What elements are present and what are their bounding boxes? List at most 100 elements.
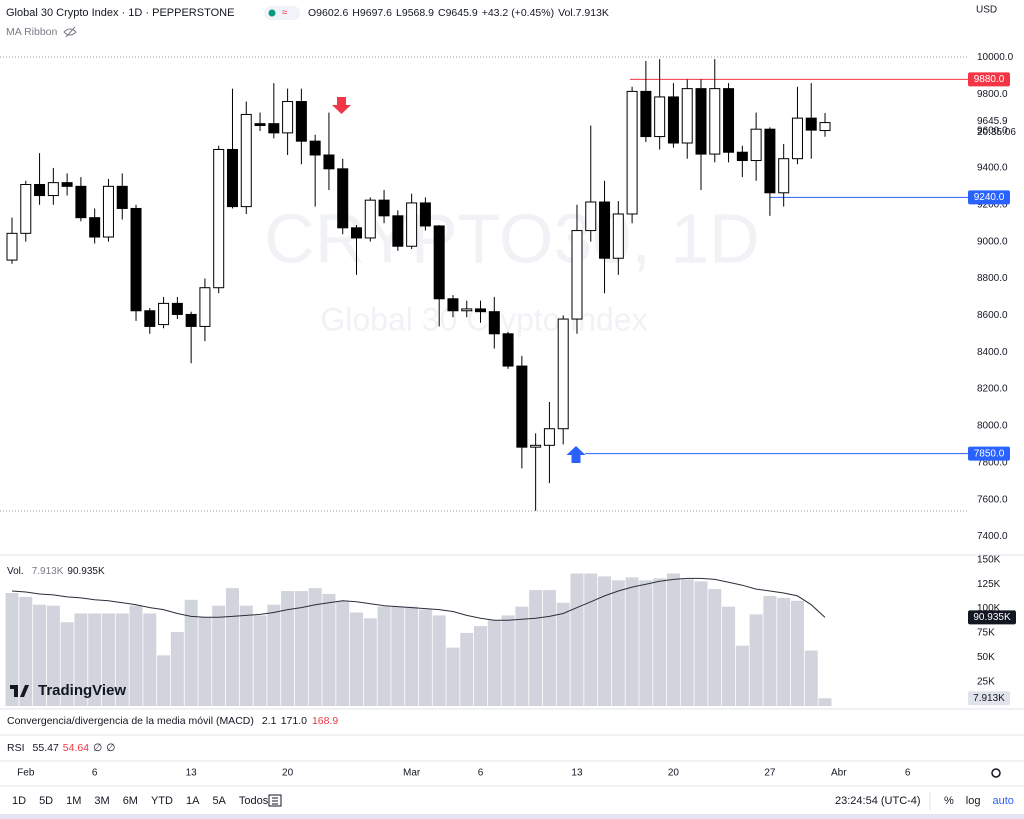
candle-body [599,201,611,259]
volume-bar [253,615,267,706]
period-button[interactable]: 1A [186,795,200,807]
macd-title: Convergencia/divergencia de la media móv… [7,715,254,727]
volume-ma-tag-label: 90.935K [973,612,1011,623]
period-button[interactable]: 1M [66,795,81,807]
macd-value: 2.1 [262,715,277,727]
x-tick-label: 6 [478,768,484,779]
up-arrow [566,446,586,463]
candle-body [89,217,101,238]
volume-bar [446,647,460,706]
volume-bar [74,613,88,706]
visibility-icon[interactable] [63,26,77,38]
volume-bar [377,606,391,706]
candle-body [185,313,197,327]
volume-bar [570,573,584,706]
volume-bar [763,595,777,706]
volume-bar [157,655,171,706]
y-tick-label: 8000.0 [977,421,1008,432]
rsi-value: 55.47 [33,742,59,754]
y-tick-label: 9000.0 [977,236,1008,247]
compare-icon[interactable] [268,794,282,807]
candle-body [681,88,693,144]
price-tag [968,190,1010,205]
macd-legend: Convergencia/divergencia de la media móv… [7,715,338,727]
candle-body [461,308,473,312]
period-button[interactable]: YTD [151,795,173,807]
volume-bar [777,597,791,706]
candle-body [199,287,211,327]
candle-body [75,185,87,219]
candle-body [571,230,583,320]
candle-body [254,123,266,127]
price-tag-label: 7850.0 [974,448,1005,459]
candle-body [530,444,542,448]
candle-body [557,318,569,430]
legend-change: +43.2 (+0.45%) [482,7,554,19]
volume-bar [46,605,60,706]
scale-button[interactable]: log [966,795,981,807]
x-tick-label: 20 [282,768,294,779]
legend-value: 9602.6 [316,7,348,19]
volume-bar [515,606,529,706]
rsi-value: 54.64 [63,742,89,754]
volume-bar [322,593,336,706]
candle-body [337,168,349,229]
period-button[interactable]: 5A [212,795,226,807]
volume-bar [350,612,363,706]
candle-body [226,148,238,208]
volume-tick-label: 25K [977,676,995,687]
x-tick-label: Feb [17,768,35,779]
volume-tick-label: 75K [977,628,995,639]
legend-label: Vol. [7,566,24,577]
volume-tick-label: 100K [977,603,1001,614]
period-button[interactable]: 6M [123,795,138,807]
x-tick-label: Mar [403,768,421,779]
volume-bar [60,622,74,706]
currency-label[interactable]: USD [976,5,997,16]
legend-label: Vol. [558,7,576,19]
volume-bar [336,600,350,706]
legend-label: O [308,7,316,19]
volume-ma-line [11,577,826,621]
period-button[interactable]: 3M [94,795,109,807]
candle-body [102,185,114,238]
candle-body [351,227,362,239]
candle-body [516,365,528,448]
period-button[interactable]: Todos [239,795,269,807]
x-tick-label: 6 [905,768,911,779]
status-badge [264,6,300,20]
volume-bar [198,617,212,706]
x-tick-label: 13 [571,768,583,779]
rsi-value: ∅ [106,742,115,754]
candle-body [309,140,321,156]
volume-bar [170,631,184,706]
volume-bar [267,604,281,706]
volume-ma-tag [968,610,1016,625]
volume-tag [968,691,1010,706]
candle-body [723,88,735,153]
scale-button[interactable]: auto [992,795,1013,807]
volume-bar [460,632,474,706]
ohlc-legend: O9602.6 H9697.6 L9568.9 C9645.9 +43.2 (+0.45… [308,7,609,19]
volume-bar [281,591,295,706]
candle-body [282,101,294,134]
legend-value: 9697.6 [360,7,392,19]
candle-body [654,96,666,138]
candle-body [778,158,790,194]
candle-body [764,128,776,194]
legend-value: 7.913K [32,566,64,577]
period-button[interactable]: 5D [39,795,53,807]
legend-value: 9568.9 [402,7,434,19]
toolbar: 1D 5D 1M 3M 6M YTD 1A 5A Todos% log auto [12,795,1014,807]
settings-icon[interactable] [991,768,1001,778]
candle-body [6,232,18,261]
indicator-name[interactable]: MA Ribbon [6,26,58,38]
period-button[interactable]: 1D [12,795,26,807]
scale-button[interactable]: % [944,795,954,807]
candle-body [447,298,459,312]
price-tag [968,72,1010,87]
rsi-value: ∅ [93,742,102,754]
volume-tag-label: 7.913K [973,693,1005,704]
candle-body [750,128,762,162]
candle-body [626,90,638,215]
